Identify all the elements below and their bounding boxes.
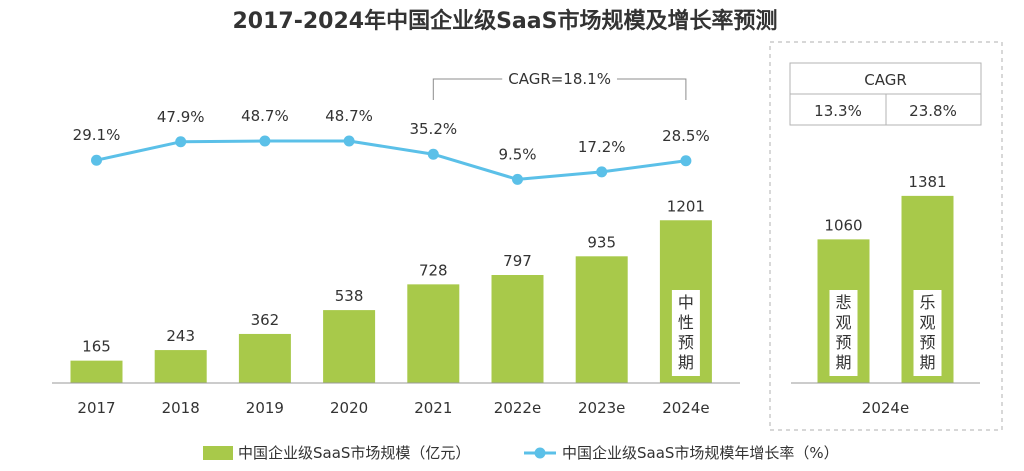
bar-value-label: 797 bbox=[503, 252, 532, 270]
legend-line-label: 中国企业级SaaS市场规模年增长率（%） bbox=[562, 444, 839, 462]
scenario-note-box bbox=[913, 290, 942, 376]
cagr-optimistic-value: 23.8% bbox=[909, 102, 957, 120]
legend-line-marker bbox=[534, 447, 546, 459]
cagr-annotation-bg bbox=[502, 70, 617, 88]
bar-2023e bbox=[575, 256, 628, 383]
scenario-note-char: 预 bbox=[919, 333, 935, 352]
bar-value-label: 1201 bbox=[667, 197, 705, 215]
growth-value-label: 48.7% bbox=[325, 107, 373, 125]
bar-value-label: 243 bbox=[166, 327, 195, 345]
growth-line bbox=[96, 139, 687, 181]
growth-point bbox=[680, 155, 692, 167]
growth-value-label: 9.5% bbox=[498, 145, 536, 163]
bar-value-label: 362 bbox=[251, 311, 280, 329]
legend: 中国企业级SaaS市场规模（亿元） 中国企业级SaaS市场规模年增长率（%） bbox=[203, 444, 839, 462]
chart-title: 2017-2024年中国企业级SaaS市场规模及增长率预测 bbox=[233, 8, 778, 34]
bar-value-label: 538 bbox=[335, 287, 364, 305]
x-tick-label: 2021 bbox=[414, 399, 452, 417]
growth-value-label: 28.5% bbox=[662, 127, 710, 145]
cagr-bracket: CAGR=18.1% bbox=[432, 70, 687, 100]
growth-value-label: 17.2% bbox=[578, 138, 626, 156]
growth-point bbox=[175, 136, 187, 148]
scenario-tick-label: 2024e bbox=[862, 399, 909, 417]
scenario-note-char: 期 bbox=[919, 353, 935, 372]
growth-value-label: 48.7% bbox=[241, 107, 289, 125]
bar-value-label: 728 bbox=[419, 261, 448, 279]
bar-note-char: 预 bbox=[678, 333, 694, 352]
bar-2018 bbox=[154, 350, 207, 383]
legend-bar-swatch bbox=[203, 446, 233, 460]
cagr-annotation: CAGR=18.1% bbox=[508, 70, 611, 88]
x-tick-label: 2023e bbox=[578, 399, 625, 417]
growth-point bbox=[259, 135, 271, 147]
growth-value-label: 35.2% bbox=[409, 120, 457, 138]
scenario-bar-value-label: 1381 bbox=[908, 173, 946, 191]
x-axis: 2017 2018 2019 2020 2021 2022e 2023e 2024e bbox=[52, 382, 740, 417]
bar-note-char: 中 bbox=[678, 293, 694, 312]
bar-value-label: 935 bbox=[587, 233, 616, 251]
scenario-note-char: 观 bbox=[835, 313, 851, 332]
scenario-panel-frame bbox=[769, 41, 1003, 431]
growth-point bbox=[343, 135, 355, 147]
growth-point bbox=[596, 166, 608, 178]
scenario-note-char: 乐 bbox=[919, 293, 935, 312]
cagr-pessimistic-value: 13.3% bbox=[814, 102, 862, 120]
legend-bar-label: 中国企业级SaaS市场规模（亿元） bbox=[238, 444, 470, 462]
scenario-bar-value-label: 1060 bbox=[824, 216, 862, 234]
growth-line-series: 29.1% 47.9% 48.7% 48.7% 35.2% 9.5% 17.2% 28.5% bbox=[73, 107, 710, 185]
bar-2020 bbox=[323, 310, 376, 383]
scenario-note-char: 预 bbox=[835, 333, 851, 352]
bar-value-label: 165 bbox=[82, 338, 111, 356]
growth-point bbox=[427, 148, 439, 160]
scenario-note-box bbox=[829, 290, 858, 376]
scenario-note-char: 观 bbox=[919, 313, 935, 332]
x-tick-label: 2017 bbox=[77, 399, 115, 417]
growth-point bbox=[91, 154, 102, 166]
x-tick-label: 2019 bbox=[246, 399, 284, 417]
bar-2021 bbox=[407, 284, 460, 383]
x-tick-label: 2020 bbox=[330, 399, 368, 417]
growth-point bbox=[512, 173, 523, 185]
x-tick-label: 2022e bbox=[494, 399, 541, 417]
bar-note-char: 期 bbox=[678, 353, 694, 372]
bar-note-box bbox=[671, 290, 700, 376]
bar-2022e bbox=[491, 275, 544, 383]
scenario-note-char: 期 bbox=[835, 353, 851, 372]
bar-note-char: 性 bbox=[678, 313, 694, 332]
scenario-note-char: 悲 bbox=[835, 293, 851, 312]
cagr-table-header: CAGR bbox=[864, 71, 907, 89]
growth-value-label: 47.9% bbox=[157, 108, 205, 126]
x-tick-label: 2024e bbox=[662, 399, 709, 417]
x-tick-label: 2018 bbox=[162, 399, 200, 417]
growth-value-label: 29.1% bbox=[73, 126, 121, 144]
bar-2019 bbox=[238, 333, 291, 383]
bar-2017 bbox=[70, 360, 123, 383]
